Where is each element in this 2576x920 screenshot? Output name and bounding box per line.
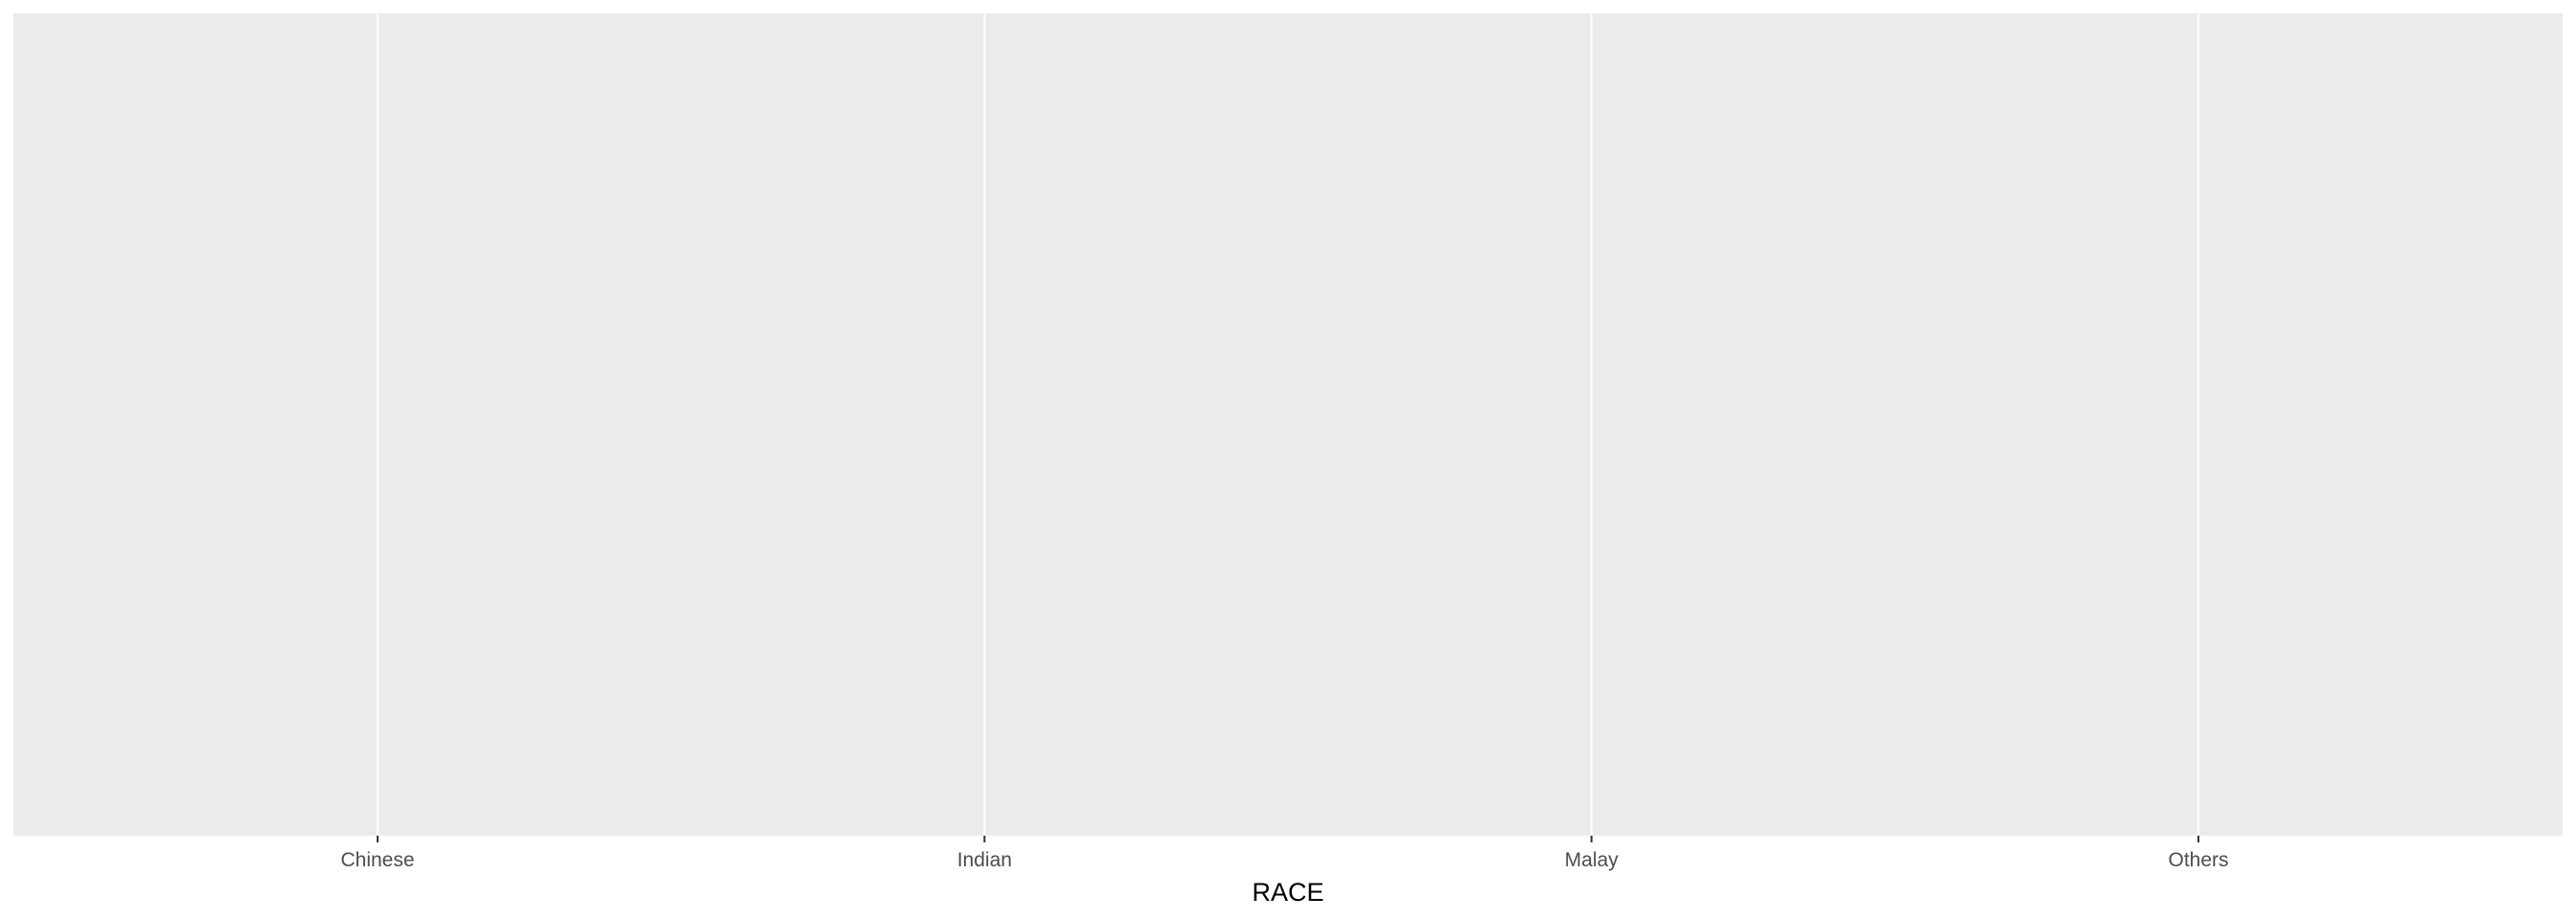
x-tick-label-chinese: Chinese bbox=[340, 849, 414, 871]
x-tick-label-malay: Malay bbox=[1565, 849, 1620, 871]
x-axis-ticks bbox=[377, 836, 2199, 842]
x-tick-label-others: Others bbox=[2168, 849, 2228, 871]
gridlines bbox=[377, 13, 2199, 836]
plot-panel bbox=[13, 13, 2563, 836]
x-axis-title: RACE bbox=[1252, 878, 1323, 907]
x-axis-tick-labels: Chinese Indian Malay Others bbox=[340, 849, 2228, 871]
x-tick-label-indian: Indian bbox=[957, 849, 1012, 871]
